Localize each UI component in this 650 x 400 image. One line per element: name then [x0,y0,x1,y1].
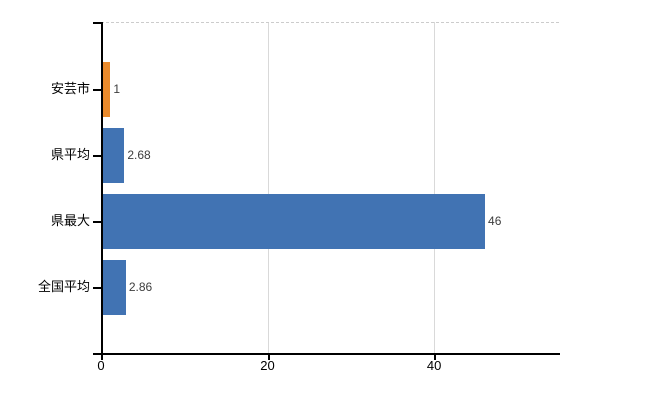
x-tick-label: 20 [260,358,275,373]
bar-value-row: 2.68 [127,147,559,163]
bar-value-row: 2.86 [129,279,559,295]
y-axis-tick [93,155,101,157]
bar-value-label: 1 [113,82,120,96]
bar-value-label: 2.86 [128,280,153,294]
bar [102,193,486,249]
bar [102,259,126,315]
y-axis-tick [93,89,101,91]
x-axis-tick [434,355,437,360]
y-axis-tick [93,287,101,289]
y-axis-boundary-tick [93,22,101,24]
bar [102,127,125,183]
category-label: 県最大 [50,213,90,228]
bar-value-label: 46 [488,214,502,228]
y-axis-line [101,22,103,353]
plot-top-border [101,22,559,23]
x-tick-label: 40 [426,358,442,373]
x-axis-tick [101,355,103,360]
bar [102,61,111,117]
bar-value-label: 2.68 [127,148,151,162]
vertical-gridline [267,22,269,353]
x-axis-tick [267,355,270,360]
x-axis-line [93,353,560,355]
category-label: 安芸市 [50,81,90,96]
bar-value-row: 46 [488,213,559,229]
category-label: 県平均 [50,147,90,162]
category-label: 全国平均 [37,279,90,294]
bar-value-row: 1 [113,81,559,97]
x-tick-label: 0 [97,358,105,373]
y-axis-tick [93,221,101,223]
vertical-gridline [434,22,436,353]
